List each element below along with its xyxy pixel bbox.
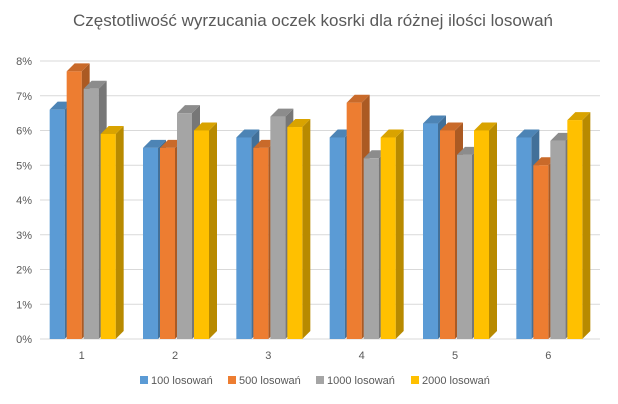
bar: [287, 119, 311, 340]
y-tick-label: 8%: [16, 56, 32, 68]
bar-top: [236, 129, 260, 138]
x-tick-label: 5: [452, 350, 458, 362]
bar-front: [49, 109, 65, 340]
bar-front: [160, 147, 175, 339]
x-tick-label: 1: [79, 350, 85, 362]
bar-front: [143, 147, 158, 339]
bar-front: [100, 133, 116, 339]
bar-side: [489, 122, 497, 339]
y-tick-label: 6%: [16, 126, 32, 138]
bar-front: [329, 137, 345, 339]
y-tick-label: 0%: [16, 334, 32, 346]
bar-top: [194, 122, 217, 131]
bar: [567, 112, 591, 339]
y-tick-label: 5%: [16, 160, 32, 172]
bar-front: [474, 130, 489, 339]
bar-top: [83, 80, 107, 89]
bar-top: [567, 112, 591, 121]
bar-side: [395, 129, 404, 339]
bar-front: [550, 140, 566, 339]
bar-front: [194, 130, 209, 339]
bar-front: [270, 116, 286, 339]
x-tick-label: 4: [359, 350, 365, 362]
legend-item: 100 losowań: [140, 375, 213, 387]
legend-item: 1000 losowań: [316, 375, 395, 387]
y-tick-label: 7%: [16, 91, 32, 103]
bar: [474, 122, 497, 339]
x-tick-label: 3: [265, 350, 271, 362]
bar-top: [143, 139, 166, 148]
y-axis: 0% 1% 2% 3% 4% 5% 6% 7% 8%: [16, 56, 32, 346]
bar-front: [253, 147, 269, 339]
bar: [194, 122, 217, 339]
bar-front: [236, 137, 252, 339]
bar-front: [440, 130, 455, 339]
legend-label: 1000 losowań: [327, 375, 395, 387]
bar-front: [287, 127, 303, 340]
y-tick-label: 4%: [16, 195, 32, 207]
gridlines: [40, 60, 600, 340]
chart-title: Częstotliwość wyrzucania oczek kosrki dl…: [73, 11, 553, 30]
x-tick-label: 6: [545, 350, 551, 362]
bar-top: [423, 115, 446, 124]
bar-side: [302, 119, 311, 340]
bar: [380, 129, 404, 339]
bar-front: [66, 71, 82, 340]
y-tick-label: 3%: [16, 230, 32, 242]
legend-label: 2000 losowań: [422, 375, 490, 387]
legend-item: 2000 losowań: [411, 375, 490, 387]
bar-front: [423, 123, 438, 339]
bar-top: [270, 108, 294, 117]
bar-top: [380, 129, 404, 138]
legend-label: 100 losowań: [151, 375, 213, 387]
bars: [49, 63, 591, 340]
legend-item: 500 losowań: [228, 375, 301, 387]
bar-top: [66, 63, 90, 72]
bar-front: [380, 137, 396, 339]
x-tick-label: 2: [172, 350, 178, 362]
bar: [100, 125, 124, 339]
legend-swatch: [411, 376, 419, 384]
x-axis: 1 2 3 4 5 6: [79, 350, 552, 362]
legend-swatch: [140, 376, 148, 384]
bar-front: [457, 154, 472, 339]
bar-side: [209, 122, 217, 339]
bar-top: [440, 122, 463, 131]
legend-swatch: [228, 376, 236, 384]
bar-front: [567, 120, 583, 339]
bar-top: [474, 122, 497, 131]
bar-front: [83, 88, 99, 339]
legend-label: 500 losowań: [239, 375, 301, 387]
bar-side: [582, 112, 591, 339]
bar-front: [346, 102, 362, 339]
y-tick-label: 1%: [16, 299, 32, 311]
bar-top: [516, 129, 540, 138]
legend: 100 losowań 500 losowań 1000 losowań 2000 l…: [140, 375, 490, 387]
legend-swatch: [316, 376, 324, 384]
bar-top: [100, 125, 124, 134]
bar-front: [533, 165, 549, 339]
bar-front: [516, 137, 532, 339]
bar-top: [346, 94, 370, 103]
y-tick-label: 2%: [16, 265, 32, 277]
bar-side: [115, 125, 124, 339]
bar-top: [177, 105, 200, 114]
bar-top: [287, 119, 311, 128]
bar-front: [363, 158, 379, 339]
bar-front: [177, 113, 192, 339]
